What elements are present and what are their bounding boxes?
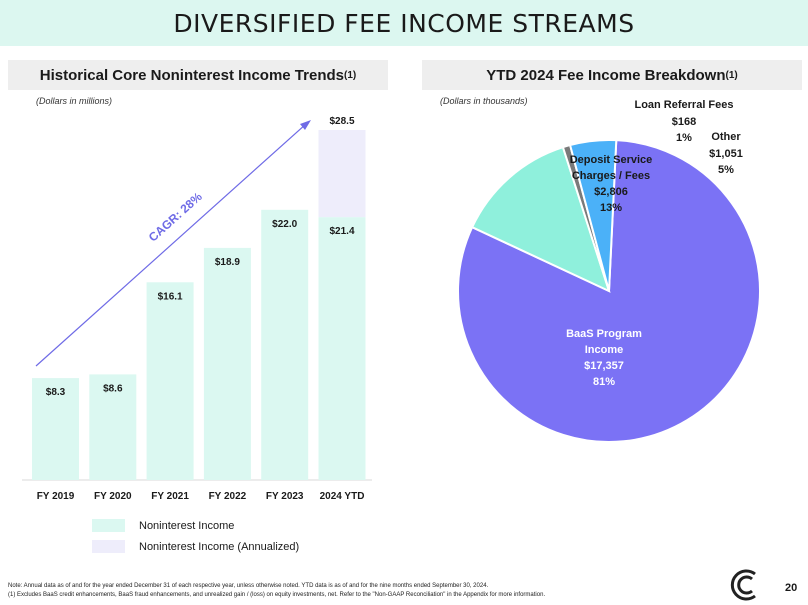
pie-slice-other <box>568 139 618 292</box>
bar-value-label: $18.9 <box>215 257 240 268</box>
annualized-value-label: $28.5 <box>329 116 354 127</box>
pie-label-other-name: Other <box>711 131 741 143</box>
left-panel-header: Historical Core Noninterest Income Trend… <box>8 60 388 90</box>
x-tick-label: FY 2019 <box>37 491 75 502</box>
pie-label-baas-name-2: Income <box>585 344 624 356</box>
pie-label-baas-value: $17,357 <box>584 360 624 372</box>
cagr-arrow-line <box>35 123 307 367</box>
bar-3 <box>203 247 251 480</box>
footnote-note: Note: Annual data as of and for the year… <box>8 583 489 589</box>
pie-label-deposit-name-2: Charges / Fees <box>572 170 650 182</box>
pie-label-other-value: $1,051 <box>709 148 743 160</box>
right-panel-footnote-ref: (1) <box>725 69 738 81</box>
legend-item-annualized: Noninterest Income (Annualized) <box>92 540 299 553</box>
pie-label-loan-name: Loan Referral Fees <box>634 99 733 111</box>
bar-value-label: $16.1 <box>158 291 183 302</box>
pie-label-other-pct: 5% <box>718 164 734 176</box>
footnote-one: (1) Excludes BaaS credit enhancements, B… <box>8 592 546 598</box>
legend-swatch-lavender <box>92 540 125 553</box>
x-tick-label: 2024 YTD <box>320 491 365 502</box>
right-panel-header: YTD 2024 Fee Income Breakdown (1) <box>422 60 802 90</box>
x-tick-label: FY 2021 <box>151 491 189 502</box>
pie-label-deposit-pct: 13% <box>600 202 622 214</box>
cagr-arrow-head <box>300 120 311 130</box>
pie-label-baas-pct: 81% <box>593 376 615 388</box>
legend-label: Noninterest Income <box>139 519 235 532</box>
bar-4 <box>261 209 309 480</box>
left-panel-title: Historical Core Noninterest Income Trend… <box>39 66 344 84</box>
bar-value-label: $21.4 <box>329 226 354 237</box>
left-panel-footnote-ref: (1) <box>344 69 357 81</box>
right-unit-note: (Dollars in thousands) <box>440 96 528 106</box>
bar-value-label: $22.0 <box>272 219 297 230</box>
pie-label-deposit-value: $2,806 <box>594 186 628 198</box>
page-number: 20 <box>785 582 798 594</box>
left-unit-note: (Dollars in millions) <box>36 96 113 106</box>
pie-label-deposit-name-1: Deposit Service <box>570 154 653 166</box>
cagr-annotation: CAGR: 28% <box>146 189 205 244</box>
legend-item-noninterest-income: Noninterest Income <box>92 519 234 532</box>
bar-value-label: $8.6 <box>103 383 123 394</box>
title-banner: DIVERSIFIED FEE INCOME STREAMS <box>0 0 808 46</box>
legend-swatch-mint <box>92 519 125 532</box>
bar-2 <box>146 282 194 480</box>
page-title: DIVERSIFIED FEE INCOME STREAMS <box>173 8 635 38</box>
bar-0 <box>32 378 79 480</box>
right-panel-title: YTD 2024 Fee Income Breakdown <box>486 66 726 84</box>
company-logo <box>730 569 756 601</box>
bar-5 <box>318 217 366 480</box>
x-tick-label: FY 2023 <box>266 491 304 502</box>
x-tick-label: FY 2020 <box>94 491 132 502</box>
legend-label: Noninterest Income (Annualized) <box>139 540 300 553</box>
pie-slice-deposit <box>470 145 611 293</box>
bar-annualized-5 <box>318 130 366 218</box>
x-tick-label: FY 2022 <box>209 491 247 502</box>
pie-label-loan-pct: 1% <box>676 132 692 144</box>
pie-label-baas-name-1: BaaS Program <box>566 328 642 340</box>
bar-value-label: $8.3 <box>46 387 66 398</box>
pie-label-loan-value: $168 <box>672 116 696 128</box>
bar-1 <box>89 374 137 480</box>
